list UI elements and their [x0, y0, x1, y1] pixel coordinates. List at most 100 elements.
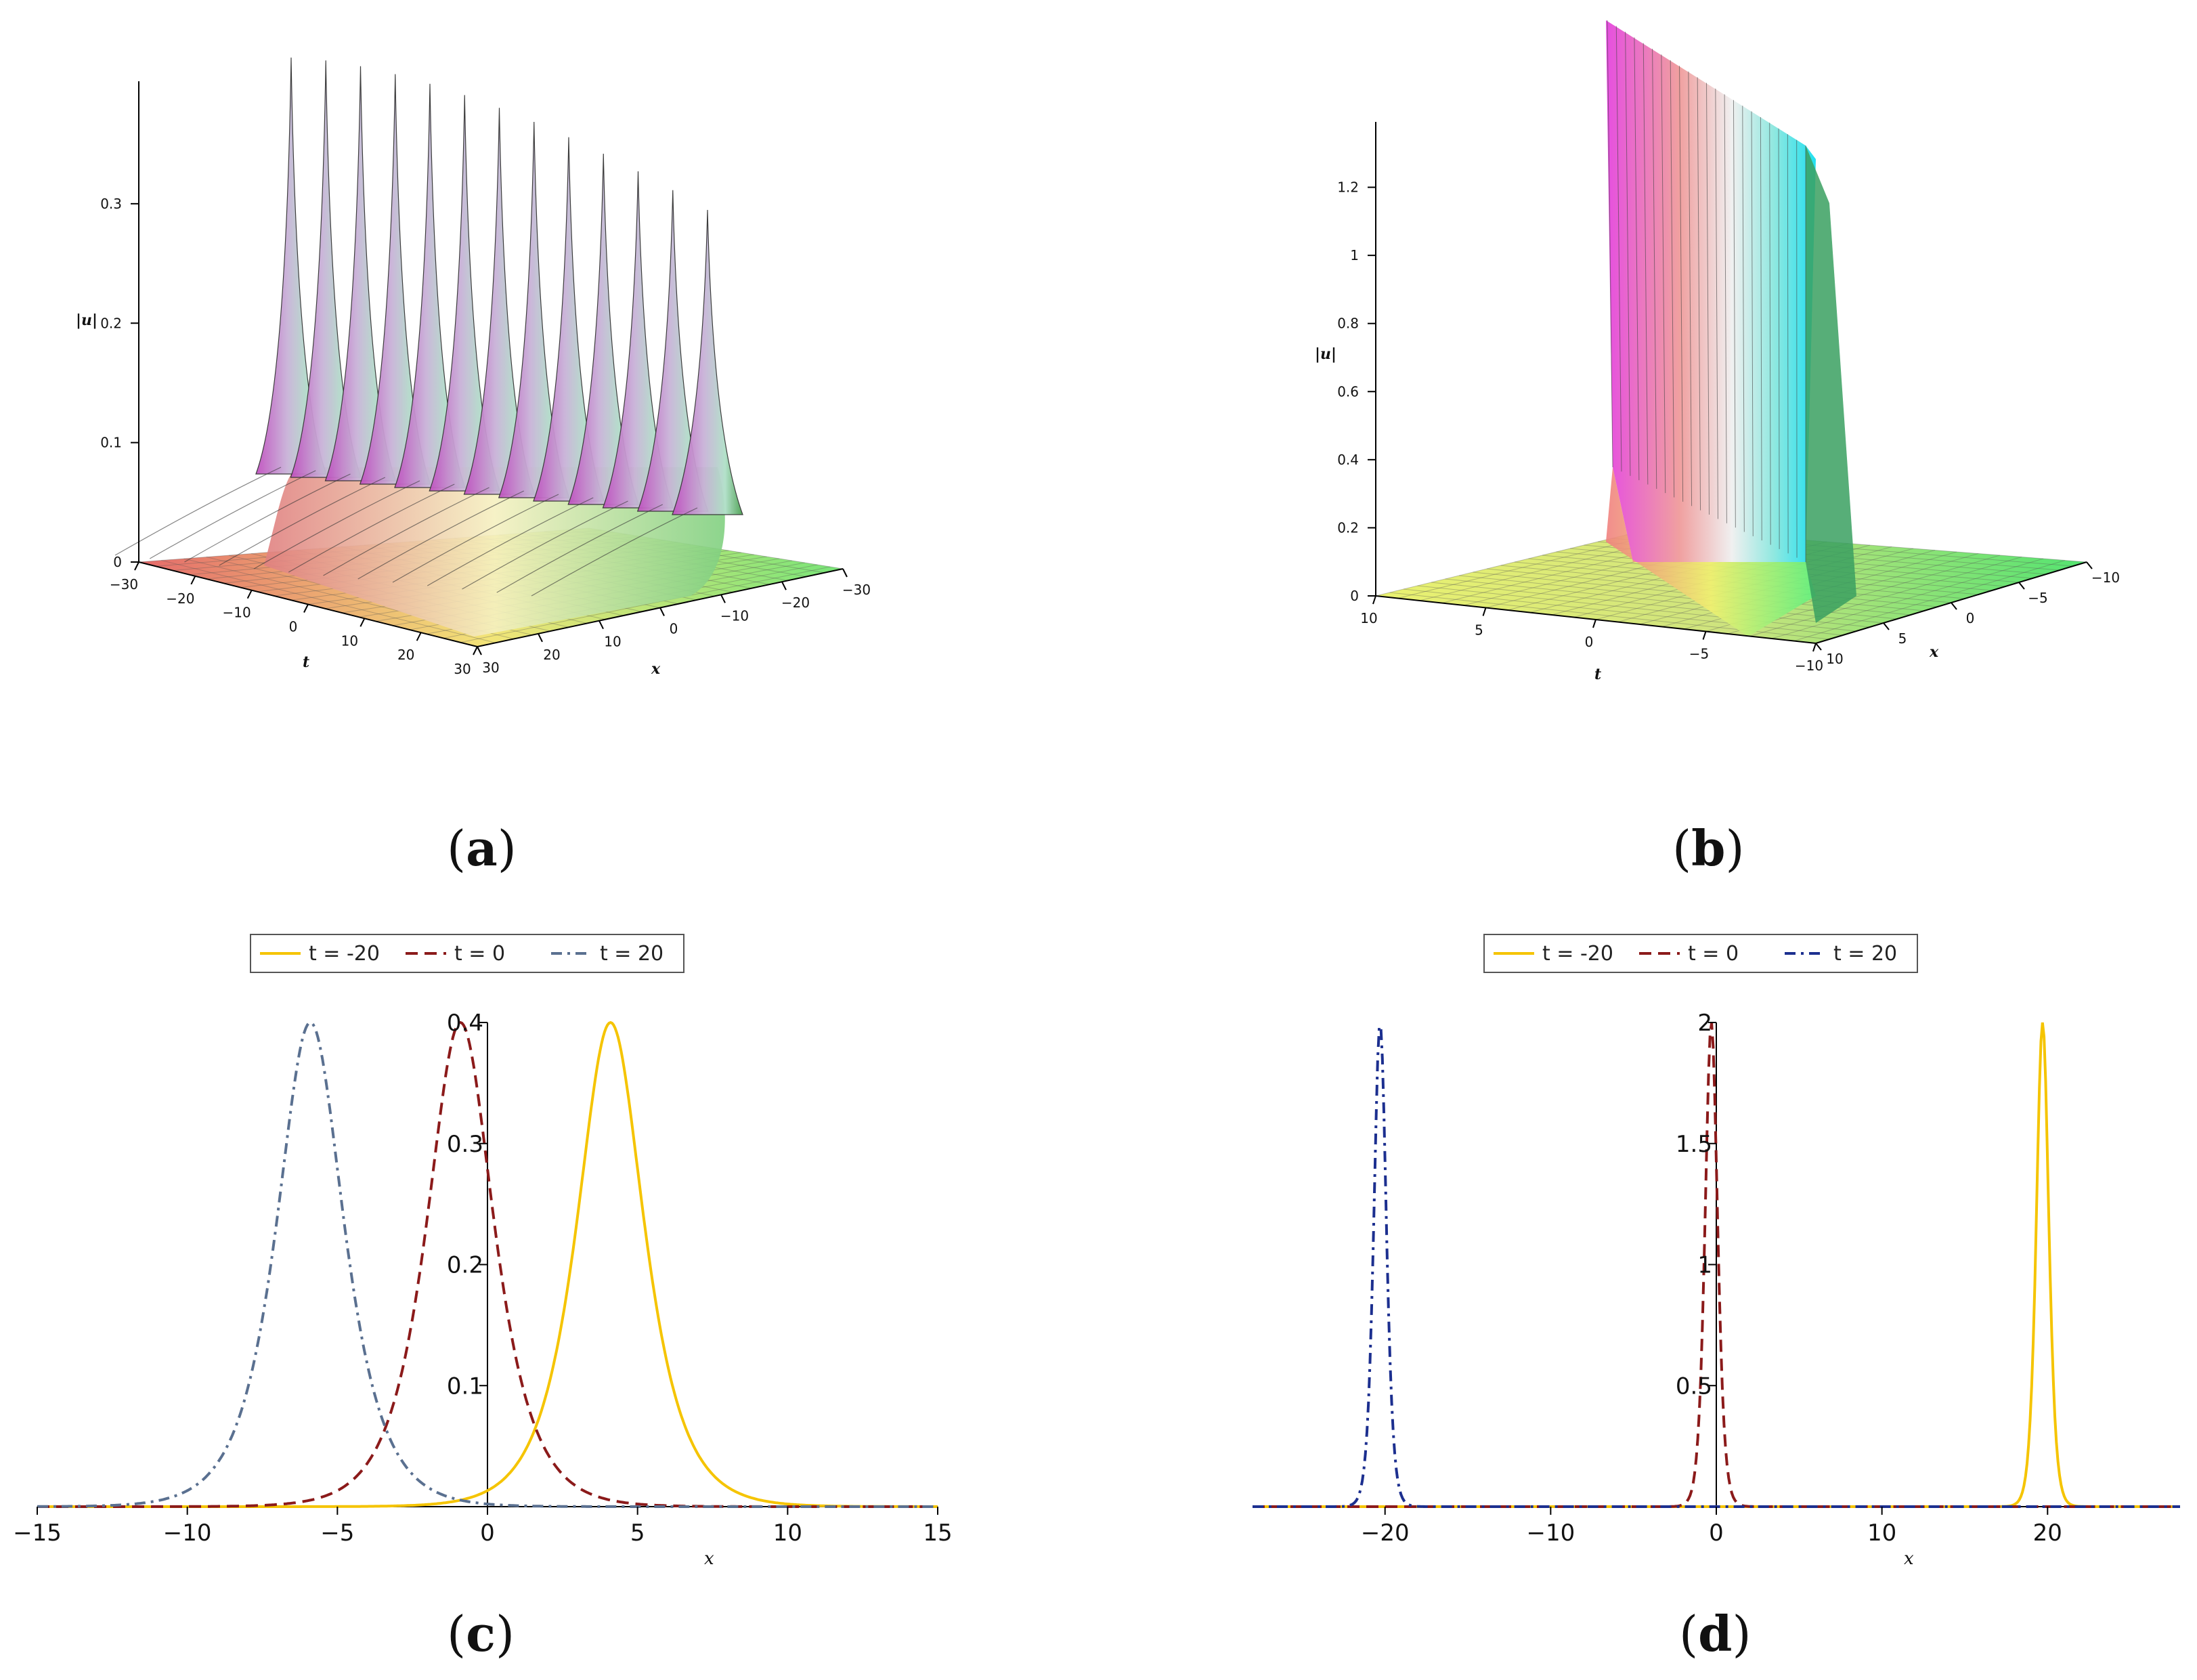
t-tick-mark — [1373, 596, 1376, 604]
x-tick-mark — [2087, 562, 2092, 569]
x-tick-label: 0 — [480, 1520, 495, 1547]
x-tick-mark — [1816, 643, 1821, 650]
wall-side — [1806, 146, 1856, 623]
x-tick-label: −20 — [1361, 1520, 1410, 1547]
z-tick-label: 0 — [113, 554, 122, 570]
x-tick-label: 30 — [482, 660, 499, 676]
z-tick-label: 0.2 — [1337, 519, 1359, 536]
x-tick-mark — [660, 608, 664, 616]
z-ticks: 00.20.40.60.811.2 — [1337, 179, 1376, 604]
t-tick-mark — [473, 647, 477, 655]
t-tick-mark — [304, 605, 308, 613]
z-tick-label: 0.6 — [1337, 383, 1359, 400]
t-tick-label: 0 — [1585, 634, 1594, 650]
z-tick-label: 0.4 — [1337, 452, 1359, 468]
legend-label: t = -20 — [1542, 942, 1613, 966]
t-tick-label: 30 — [454, 661, 471, 677]
caption-c: (c) — [447, 1605, 515, 1662]
t-tick-mark — [1593, 620, 1596, 628]
x-tick-label: −5 — [320, 1520, 354, 1547]
t-tick-mark — [191, 576, 195, 584]
caption-a: (a) — [447, 819, 517, 877]
y-tick-label: 0.5 — [1676, 1373, 1712, 1400]
ticks: −15 −10 −5 0 5 10 15 0.1 0.2 0.3 0.4 — [13, 1010, 953, 1547]
x-tick-mark — [1884, 623, 1889, 630]
z-axis-label: |u| — [1315, 345, 1336, 363]
x-tick-label: 15 — [923, 1520, 952, 1547]
t-tick-mark — [360, 618, 364, 626]
legend-label: t = 0 — [454, 942, 505, 966]
t-tick-mark — [135, 562, 139, 570]
x-tick-mark — [2019, 582, 2024, 589]
y-tick-label: 0.4 — [447, 1010, 483, 1037]
legend-label: t = 0 — [1688, 942, 1739, 966]
t-tick-mark — [1703, 632, 1706, 640]
x-tick-mark — [782, 582, 786, 590]
x-tick-label: −10 — [2091, 569, 2120, 586]
x-tick-label: −10 — [163, 1520, 212, 1547]
x-tick-label: 10 — [773, 1520, 802, 1547]
soliton-wall — [1606, 20, 1816, 562]
t-tick-label: 10 — [1360, 610, 1377, 626]
z-tick-label: 1 — [1350, 247, 1359, 263]
z-ticks: 0 0.1 0.2 0.3 — [100, 196, 139, 570]
x-tick-label: 5 — [1898, 630, 1907, 647]
x-tick-mark — [538, 634, 542, 642]
x-tick-label: −15 — [13, 1520, 62, 1547]
x-tick-label: −20 — [781, 595, 810, 611]
x-axis-label: x — [1929, 643, 1939, 661]
z-tick-label: 0.3 — [100, 196, 122, 212]
x-tick-label: 10 — [604, 634, 621, 650]
x-tick-mark — [1951, 603, 1957, 609]
legend-label: t = -20 — [309, 942, 380, 966]
x-tick-label: 20 — [543, 647, 560, 663]
x-tick-label: −10 — [720, 607, 749, 624]
x-tick-label: 5 — [630, 1520, 645, 1547]
z-tick-label: 0.2 — [100, 315, 122, 331]
x-tick-label: 20 — [2033, 1520, 2062, 1547]
y-tick-label: 0.1 — [447, 1373, 483, 1400]
t-axis-label: t — [303, 653, 309, 671]
t-tick-mark — [1813, 643, 1816, 651]
y-tick-label: 0.3 — [447, 1131, 483, 1158]
y-tick-label: 1 — [1697, 1252, 1712, 1279]
x-tick-label: 0 — [1709, 1520, 1724, 1547]
legend: t = -20 t = 0 t = 20 — [1484, 934, 1917, 972]
z-tick-label: 0.1 — [100, 435, 122, 451]
y-tick-label: 0.2 — [447, 1252, 483, 1279]
t-tick-label: 20 — [397, 647, 414, 663]
x-axis-label: x — [1904, 1549, 1914, 1569]
x-tick-label: −10 — [1526, 1520, 1575, 1547]
y-tick-label: 1.5 — [1676, 1131, 1712, 1158]
x-tick-label: 0 — [1966, 610, 1975, 626]
t-tick-mark — [1483, 608, 1486, 616]
caption-d: (d) — [1679, 1605, 1752, 1662]
t-tick-label: 5 — [1475, 622, 1483, 639]
z-tick-label: 1.2 — [1337, 179, 1359, 196]
z-tick-label: 0 — [1350, 588, 1359, 604]
x-tick-label: 10 — [1867, 1520, 1896, 1547]
t-tick-label: −10 — [1795, 658, 1823, 674]
x-tick-mark — [599, 621, 603, 629]
x-axis-label: x — [651, 660, 661, 678]
ridge-contour — [115, 467, 281, 555]
caption-b: (b) — [1672, 819, 1745, 877]
x-tick-label: 0 — [670, 621, 678, 637]
x-tick-mark — [843, 569, 847, 577]
legend-label: t = 20 — [1833, 942, 1897, 966]
t-tick-label: −30 — [110, 576, 138, 593]
t-tick-label: −5 — [1689, 646, 1709, 662]
x-tick-label: 10 — [1826, 651, 1843, 667]
t-tick-label: −10 — [223, 605, 251, 621]
x-axis-label: x — [704, 1549, 714, 1569]
t-tick-mark — [248, 590, 252, 599]
